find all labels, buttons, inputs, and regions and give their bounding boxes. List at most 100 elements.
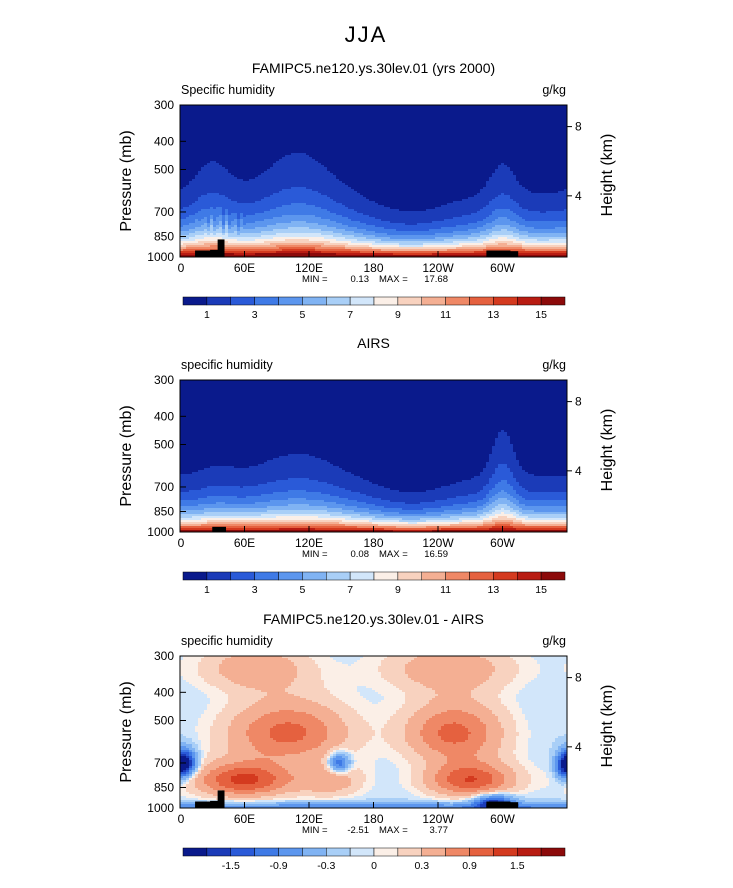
colorbar-swatch	[421, 296, 446, 306]
colorbar-swatch	[206, 571, 231, 581]
topography-block	[507, 251, 519, 257]
y-tick-label: 1000	[147, 801, 174, 815]
colorbar-swatch	[517, 571, 542, 581]
colorbar-swatch	[278, 571, 303, 581]
colorbar-swatch	[230, 571, 255, 581]
y2-tick-label: 4	[575, 740, 582, 754]
colorbar-swatch	[397, 296, 422, 306]
y2-axis-label: Height (km)	[599, 134, 616, 217]
units-label: g/kg	[542, 83, 566, 97]
colorbar: 1 3 5 7 9 11 13 15	[182, 571, 566, 596]
x-tick-label: 120E	[295, 812, 323, 826]
min-value: 0.08	[351, 549, 370, 560]
colorbar-swatch	[182, 296, 208, 306]
x-tick-label: 120W	[422, 812, 454, 826]
y-tick-label: 700	[154, 205, 174, 219]
y-tick-label: 500	[154, 162, 174, 176]
colorbar: 1 3 5 7 9 11 13 15	[182, 296, 566, 321]
colorbar-swatch	[517, 847, 542, 857]
colorbar-label: 1.5	[510, 860, 525, 872]
colorbar-label: 7	[347, 584, 353, 596]
colorbar-label: 3	[252, 584, 258, 596]
x-tick-label: 120E	[295, 261, 323, 275]
colorbar-swatch	[230, 847, 255, 857]
topography-block	[195, 801, 220, 808]
x-tick-label: 120E	[295, 536, 323, 550]
panel-diff: FAMIPC5.ne120.ys.30lev.01 - AIRS specific…	[118, 611, 616, 872]
colorbar-label: 9	[395, 309, 401, 321]
y2-tick-label: 8	[575, 395, 582, 409]
y-tick-label: 700	[154, 480, 174, 494]
variable-label: specific humidity	[181, 358, 273, 372]
colorbar-swatch	[349, 847, 375, 857]
max-label: MAX =	[379, 274, 408, 285]
topography-block	[210, 800, 221, 808]
panel-title: FAMIPC5.ne120.ys.30lev.01 - AIRS	[263, 611, 484, 627]
panel-title: FAMIPC5.ne120.ys.30lev.01 (yrs 2000)	[252, 60, 495, 76]
colorbar-label: 15	[535, 584, 547, 596]
y-tick-label: 850	[154, 780, 174, 794]
y-tick-label: 500	[154, 713, 174, 727]
y-tick-label: 400	[154, 134, 174, 148]
colorbar-label: 13	[488, 584, 500, 596]
y-axis-label: Pressure (mb)	[118, 130, 135, 231]
x-tick-label: 0	[178, 536, 185, 550]
colorbar-swatch	[445, 571, 470, 581]
colorbar-swatch	[254, 571, 279, 581]
x-tick-label: 60W	[490, 536, 515, 550]
colorbar-swatch	[493, 296, 518, 306]
contour-field	[180, 656, 567, 808]
topography-block	[486, 250, 511, 257]
colorbar-swatch	[421, 847, 446, 857]
y-axis-label: Pressure (mb)	[118, 681, 135, 782]
colorbar-swatch	[326, 296, 351, 306]
topography-block	[212, 526, 227, 532]
colorbar-swatch	[349, 571, 375, 581]
panel-model: FAMIPC5.ne120.ys.30lev.01 (yrs 2000) Spec…	[118, 60, 616, 321]
colorbar-swatch	[326, 571, 351, 581]
min-value: -2.51	[347, 825, 369, 836]
units-label: g/kg	[542, 634, 566, 648]
y-tick-label: 850	[154, 504, 174, 518]
y2-axis-label: Height (km)	[599, 409, 616, 492]
min-label: MIN =	[302, 825, 328, 836]
colorbar-swatch	[206, 296, 231, 306]
y2-tick-label: 4	[575, 189, 582, 203]
y-tick-label: 1000	[147, 525, 174, 539]
colorbar-label: 0	[371, 860, 377, 872]
y-tick-label: 300	[154, 373, 174, 387]
colorbar-label: 5	[299, 309, 305, 321]
colorbar-swatch	[540, 296, 566, 306]
topography-block	[507, 802, 519, 808]
topography-block	[486, 801, 511, 808]
colorbar-label: 0.3	[414, 860, 429, 872]
colorbar-swatch	[517, 296, 542, 306]
colorbar-swatch	[373, 571, 399, 581]
colorbar-label: 1	[204, 309, 210, 321]
colorbar-label: 11	[440, 584, 451, 596]
x-tick-label: 180	[363, 261, 383, 275]
colorbar-label: 7	[347, 309, 353, 321]
colorbar-swatch	[206, 847, 231, 857]
colorbar-label: 5	[299, 584, 305, 596]
contour-field	[180, 380, 567, 532]
topography-block	[210, 249, 221, 257]
colorbar-label: 3	[252, 309, 258, 321]
x-tick-label: 180	[363, 812, 383, 826]
panels: FAMIPC5.ne120.ys.30lev.01 (yrs 2000) Spec…	[118, 60, 616, 872]
colorbar-swatch	[469, 847, 494, 857]
colorbar-swatch	[421, 571, 446, 581]
y-axis-label: Pressure (mb)	[118, 405, 135, 506]
x-tick-label: 60W	[490, 812, 515, 826]
topography-block	[195, 250, 220, 257]
x-tick-label: 0	[178, 261, 185, 275]
colorbar-swatch	[469, 296, 494, 306]
colorbar-label: 1	[204, 584, 210, 596]
colorbar-label: -1.5	[222, 860, 240, 872]
colorbar-swatch	[540, 571, 566, 581]
colorbar-swatch	[493, 847, 518, 857]
y-tick-label: 400	[154, 409, 174, 423]
units-label: g/kg	[542, 358, 566, 372]
colorbar-label: -0.9	[269, 860, 287, 872]
